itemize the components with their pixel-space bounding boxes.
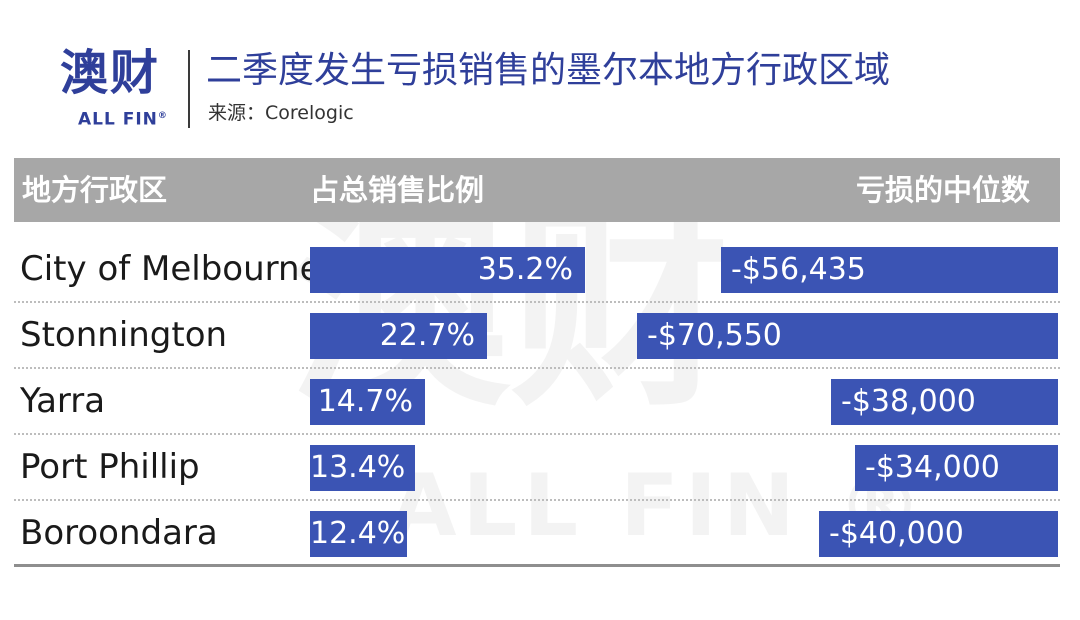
region-label: Port Phillip bbox=[20, 447, 200, 487]
logo-english-text: ALL FIN® bbox=[78, 109, 168, 130]
share-value-label: 35.2% bbox=[477, 252, 573, 287]
loss-bar bbox=[819, 511, 1058, 557]
row-separator bbox=[14, 367, 1060, 369]
region-label: Stonnington bbox=[20, 315, 228, 355]
share-value-label: 14.7% bbox=[317, 384, 413, 419]
table-bottom-rule bbox=[14, 564, 1060, 567]
loss-value-label: -$38,000 bbox=[841, 384, 976, 419]
region-label: Yarra bbox=[20, 381, 106, 421]
column-header-region: 地方行政区 bbox=[22, 173, 168, 207]
table-row: Stonnington 22.7% -$70,550 bbox=[14, 302, 1060, 368]
share-value-label: 22.7% bbox=[379, 318, 475, 353]
loss-value-label: -$56,435 bbox=[731, 252, 866, 287]
loss-value-label: -$70,550 bbox=[647, 318, 782, 353]
table-row: Boroondara 12.4% -$40,000 bbox=[14, 500, 1060, 566]
share-value-label: 13.4% bbox=[310, 450, 406, 485]
column-header-share: 占总销售比例 bbox=[310, 173, 485, 207]
chart-source: 来源：Corelogic bbox=[208, 102, 354, 124]
share-bar bbox=[310, 313, 487, 359]
share-bar bbox=[310, 511, 407, 557]
table-row: Port Phillip 13.4% -$34,000 bbox=[14, 434, 1060, 500]
region-label: Boroondara bbox=[20, 513, 218, 553]
chart-title: 二季度发生亏损销售的墨尔本地方行政区域 bbox=[206, 50, 891, 91]
table-row: City of Melbourne 35.2% -$56,435 bbox=[14, 236, 1060, 302]
row-separator bbox=[14, 499, 1060, 501]
share-bar bbox=[310, 379, 425, 425]
share-value-label: 12.4% bbox=[310, 516, 406, 551]
share-bar bbox=[310, 445, 415, 491]
row-separator bbox=[14, 301, 1060, 303]
logo-chinese-text: 澳财 bbox=[60, 45, 161, 101]
header-divider bbox=[188, 50, 190, 128]
loss-bar bbox=[637, 313, 1058, 359]
loss-value-label: -$40,000 bbox=[829, 516, 964, 551]
share-bar bbox=[310, 247, 585, 293]
loss-bar bbox=[721, 247, 1058, 293]
column-header-loss: 亏损的中位数 bbox=[855, 173, 1030, 207]
row-separator bbox=[14, 433, 1060, 435]
region-label: City of Melbourne bbox=[20, 249, 321, 289]
loss-bar bbox=[855, 445, 1058, 491]
loss-bar bbox=[831, 379, 1058, 425]
table-header: 地方行政区 占总销售比例 亏损的中位数 bbox=[14, 158, 1060, 222]
loss-value-label: -$34,000 bbox=[865, 450, 1000, 485]
table-row: Yarra 14.7% -$38,000 bbox=[14, 368, 1060, 434]
allfin-logo: 澳财 ALL FIN® bbox=[60, 44, 180, 134]
registered-mark: ® bbox=[157, 111, 168, 121]
